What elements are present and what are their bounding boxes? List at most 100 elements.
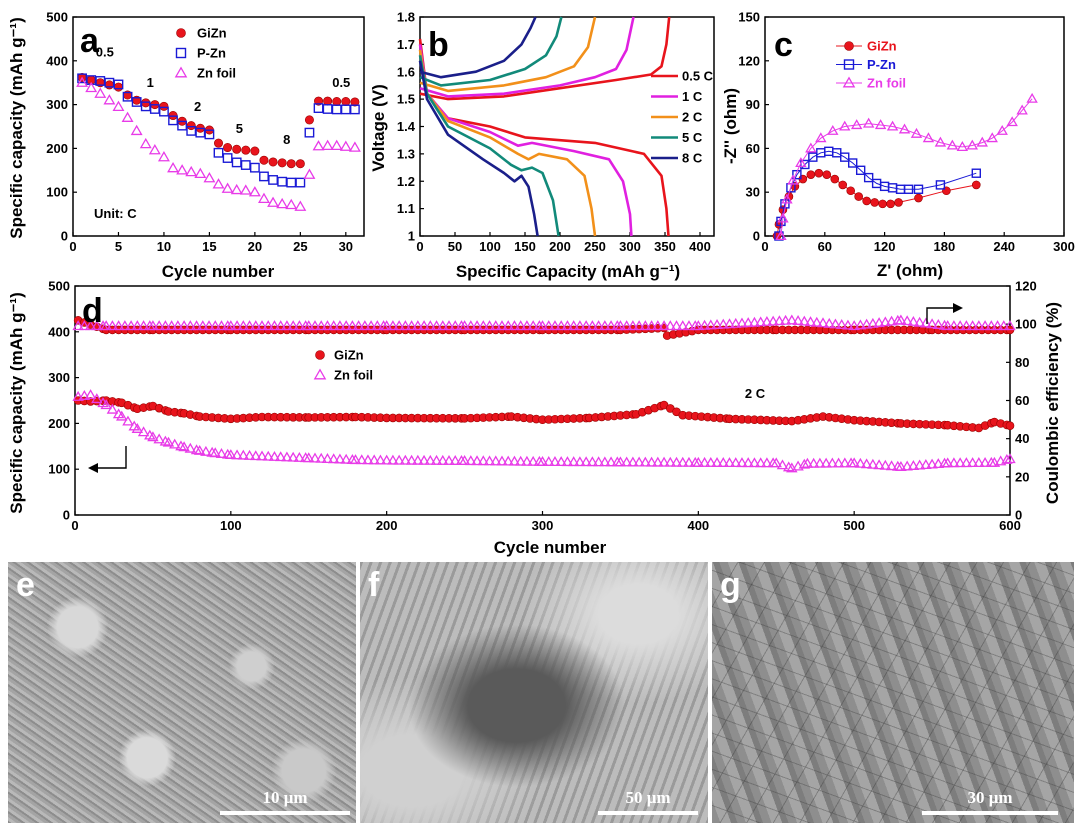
b-xtick-label: 250 — [584, 239, 606, 254]
a-point-zn-foil — [139, 137, 152, 149]
d-point-zn-foil — [256, 450, 268, 461]
d-point-zn-foil — [820, 457, 832, 468]
d-point-zn-foil — [162, 436, 175, 447]
d-point-zn-foil — [555, 456, 567, 467]
d-point-zn-foil — [153, 433, 165, 444]
a-point-zn-foil — [258, 192, 270, 203]
d-point-zn-foil — [340, 453, 352, 464]
a-point-zn-foil — [167, 161, 179, 173]
d-point-zn-foil — [988, 456, 1001, 467]
d-point-zn-foil — [159, 435, 172, 446]
c-ylabel: -Z'' (ohm) — [721, 88, 740, 164]
d-point-zn-foil-ce — [767, 315, 779, 326]
d-point-zn-foil — [231, 449, 243, 460]
c-point-p-zn — [935, 180, 946, 190]
d-point-zn-foil-ce — [907, 315, 920, 326]
c-point-zn-foil — [839, 120, 851, 131]
d-point-zn-foil-ce — [100, 320, 112, 331]
d-point-zn-foil-ce — [237, 320, 250, 331]
a-point-zn-foil — [85, 81, 98, 93]
d-point-zn-foil-ce — [823, 317, 835, 328]
sem-image-f: f 50 μm — [360, 562, 708, 823]
d-point-zn-foil — [614, 456, 627, 467]
d-point-zn-foil-ce — [334, 320, 346, 331]
d-point-zn-foil-ce — [614, 320, 627, 331]
d-point-zn-foil — [315, 452, 327, 463]
a-point-p-zn — [159, 106, 169, 117]
d-point-zn-foil-ce — [418, 320, 430, 331]
d-point-zn-foil — [549, 456, 561, 466]
a-point-p-zn — [240, 160, 251, 170]
d-point-zn-foil — [926, 458, 938, 469]
d-point-zn-foil — [72, 390, 84, 401]
d-point-zn-foil — [948, 457, 960, 468]
d-point-zn-foil — [321, 453, 334, 463]
d-ylabel-right: Coulombic efficiency (%) — [1043, 302, 1062, 504]
c-point-zn-foil — [850, 119, 863, 130]
d-point-zn-foil-ce — [340, 320, 352, 331]
c-point-zn-foil — [956, 141, 969, 151]
d-point-zn-foil-ce — [926, 318, 938, 329]
d-point-zn-foil — [839, 457, 851, 468]
d-point-zn-foil-ce — [941, 320, 954, 331]
a-point-gizn — [277, 158, 287, 168]
d-point-zn-foil — [711, 456, 723, 467]
scale-label-f: 50 μm — [625, 788, 671, 807]
d-point-zn-foil-ce — [327, 320, 340, 331]
d-point-zn-foil-ce — [293, 320, 306, 331]
b-legend-label: 0.5 C — [682, 69, 714, 84]
d-point-zn-foil — [966, 457, 979, 468]
d-point-zn-foil — [814, 457, 826, 468]
a-point-zn-foil — [112, 100, 125, 112]
d-point-zn-foil — [193, 444, 206, 455]
d-point-zn-foil-ce — [599, 320, 611, 331]
d-point-zn-foil-ce — [998, 320, 1010, 331]
a-point-zn-foil — [76, 76, 89, 87]
d-point-zn-foil — [471, 455, 483, 466]
d-point-zn-foil — [543, 456, 555, 466]
d-point-zn-foil — [848, 457, 860, 468]
b-curve-2-c-charge — [419, 16, 597, 93]
d-point-zn-foil-ce — [567, 320, 580, 331]
d-left-ytick-label: 100 — [48, 462, 70, 477]
b-curve-5-c-discharge — [418, 55, 560, 237]
d-point-zn-foil — [907, 460, 920, 470]
d-point-zn-foil-ce — [458, 320, 471, 331]
a-ytick-label: 300 — [46, 97, 68, 112]
c-point-gizn — [894, 198, 903, 207]
c-point-zn-foil — [922, 132, 935, 143]
d-right-ytick-label: 0 — [1015, 508, 1022, 523]
c-xtick-label: 300 — [1053, 239, 1075, 254]
d-point-zn-foil — [901, 460, 913, 471]
d-point-zn-foil-ce — [483, 320, 496, 331]
d-point-zn-foil-ce — [352, 320, 365, 331]
d-point-zn-foil — [374, 454, 387, 465]
c-point-zn-foil — [910, 127, 923, 138]
d-point-zn-foil-ce — [979, 320, 991, 331]
d-point-zn-foil-ce — [842, 319, 854, 330]
d-point-zn-foil — [303, 452, 315, 463]
a-ytick-label: 100 — [46, 185, 68, 200]
a-point-zn-foil — [330, 139, 343, 150]
panel-d: 0 100 200 300 400 500 600010020030040050002040… — [7, 279, 1062, 558]
a-point-p-zn — [331, 104, 342, 115]
d-point-zn-foil — [169, 438, 181, 449]
a-point-gizn — [104, 80, 114, 90]
c-point-zn-foil — [1006, 116, 1018, 127]
d-point-zn-foil — [860, 458, 873, 469]
d-point-zn-foil — [362, 454, 374, 465]
d-xtick-label: 600 — [999, 518, 1021, 533]
b-ytick-label: 1.6 — [397, 64, 415, 79]
d-point-zn-foil-ce — [658, 320, 670, 331]
d-point-zn-foil-ce — [954, 320, 966, 331]
d-point-zn-foil — [106, 403, 119, 414]
d-point-zn-foil-ce — [592, 320, 605, 331]
c-ytick-label: 90 — [746, 97, 760, 112]
c-ytick-label: 60 — [746, 141, 760, 156]
d-legend-marker — [315, 350, 325, 360]
c-point-p-zn — [913, 184, 924, 194]
d-left-ytick-label: 300 — [48, 370, 70, 385]
b-legend-label: 1 C — [682, 89, 703, 104]
c-point-zn-foil — [795, 157, 807, 168]
a-point-gizn — [241, 145, 251, 155]
